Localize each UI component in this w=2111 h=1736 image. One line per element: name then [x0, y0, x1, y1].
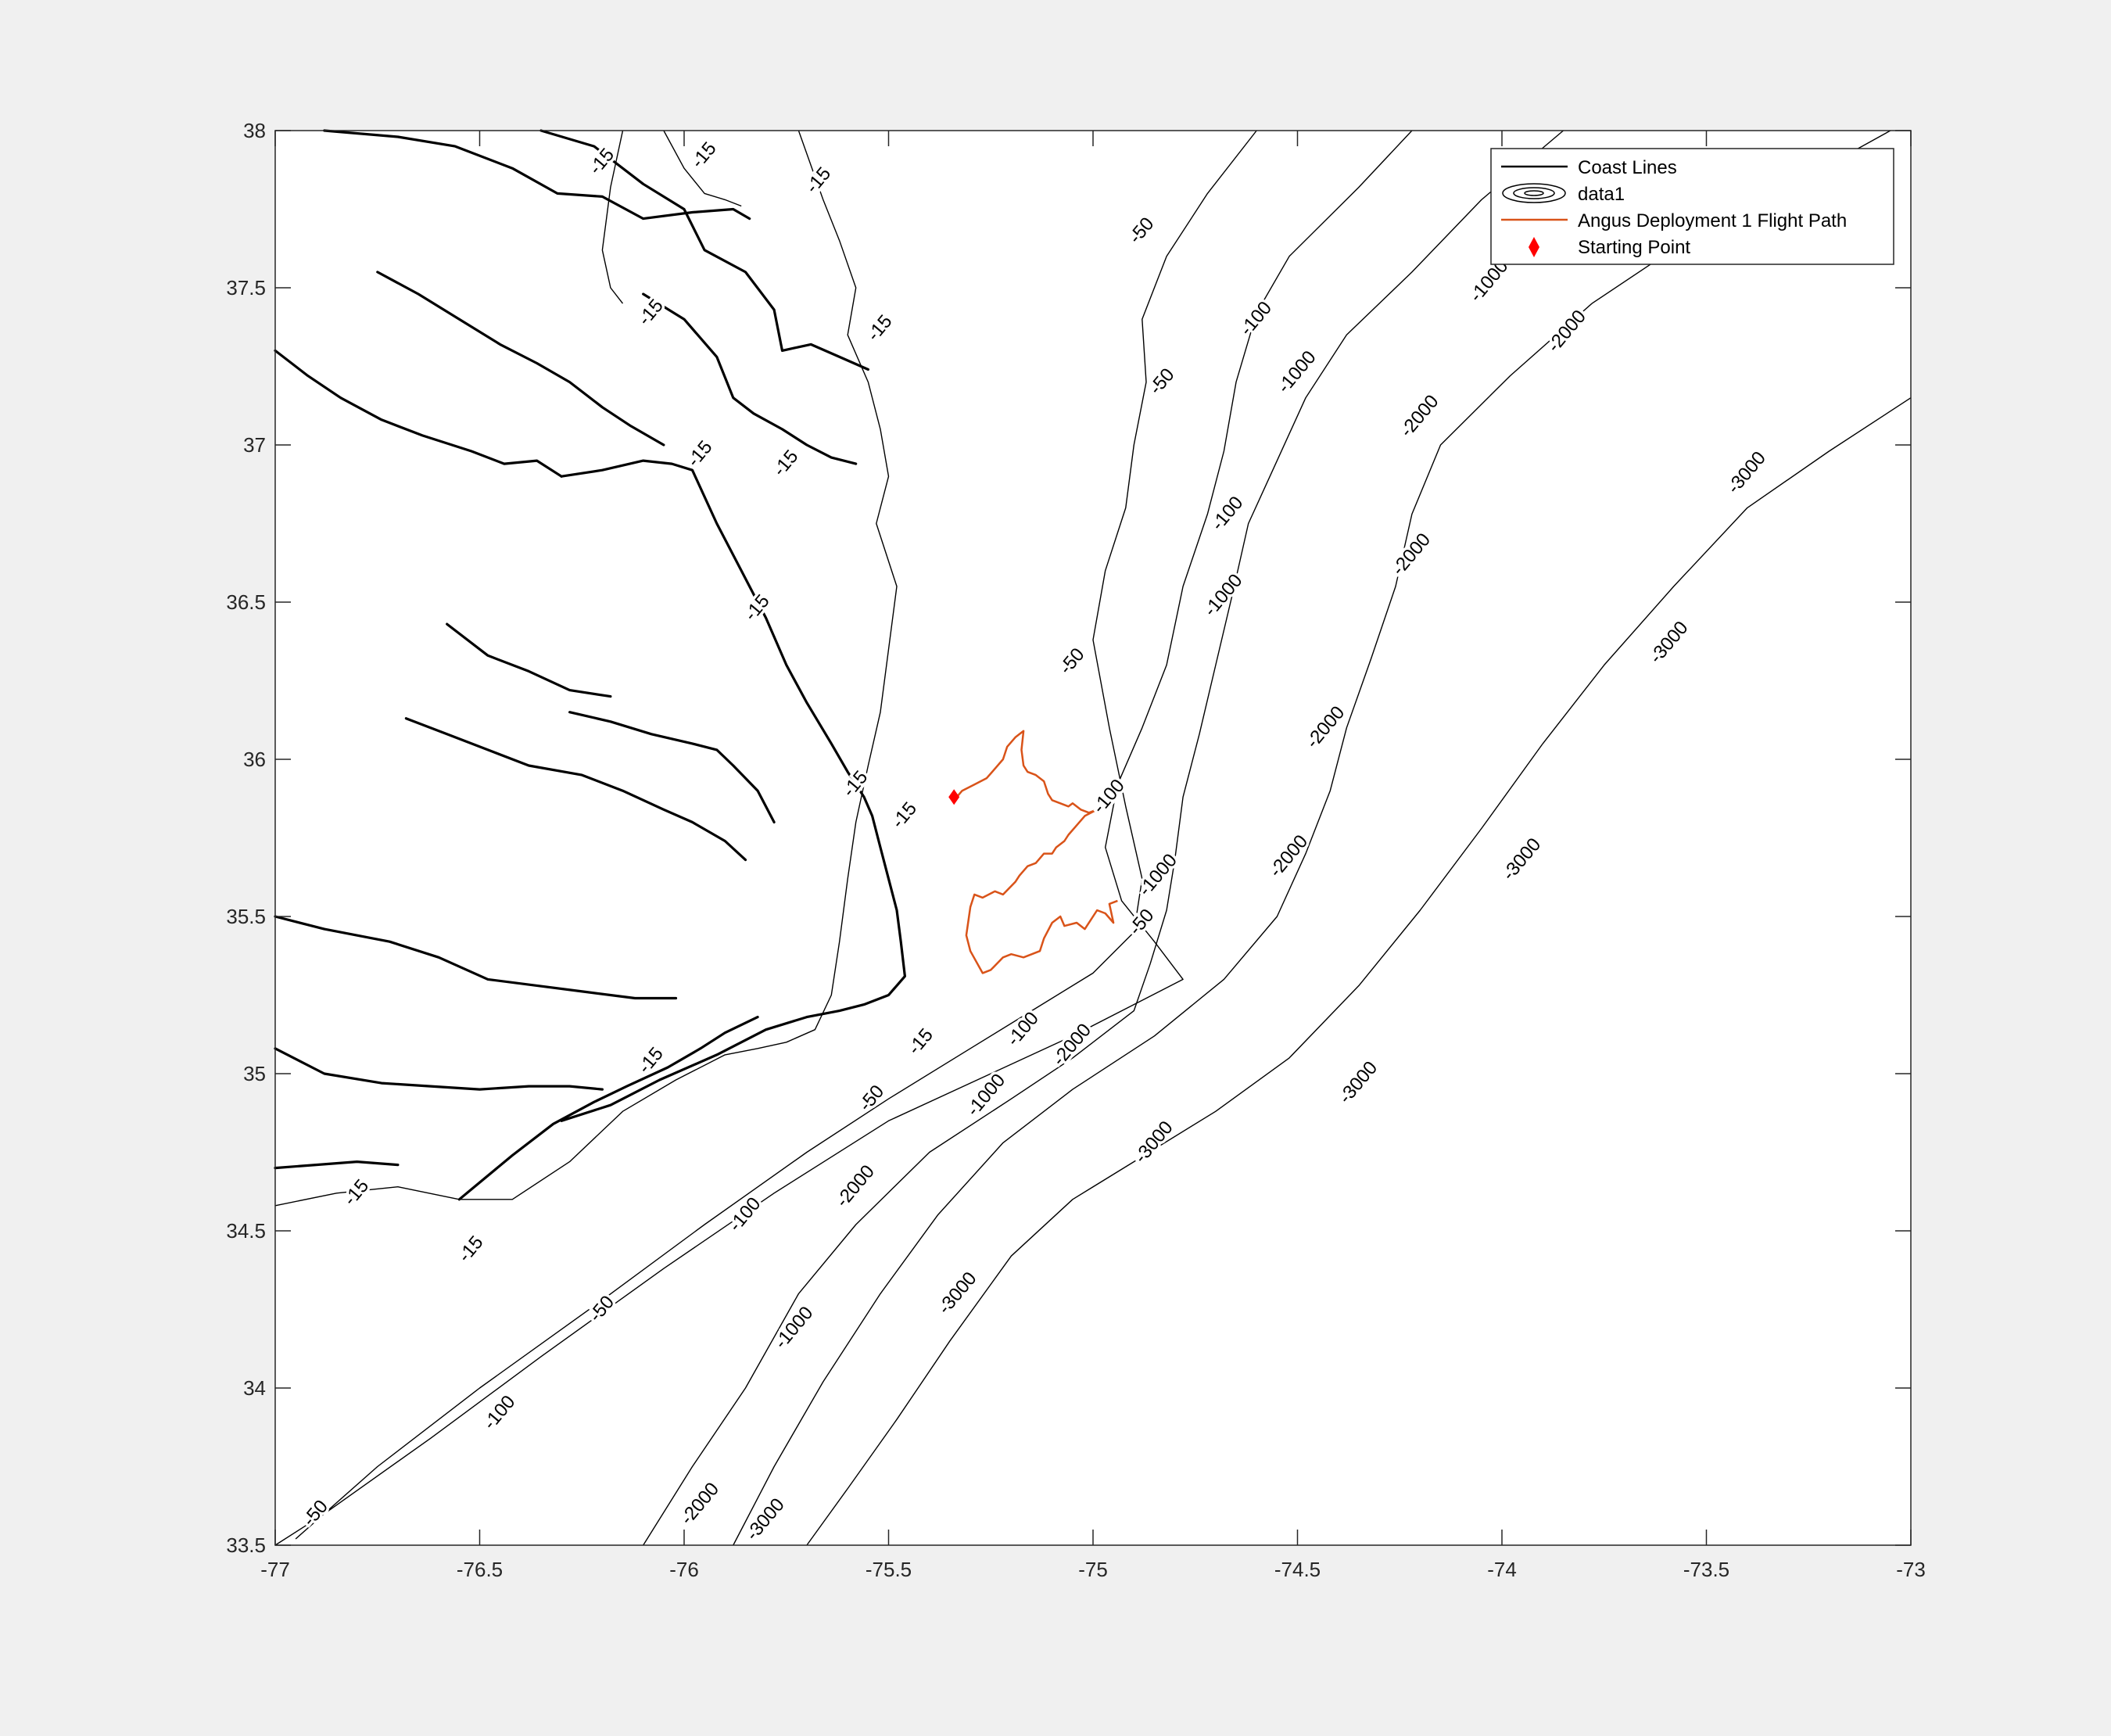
y-tick-label: 36.5 [226, 590, 266, 614]
legend-contour-swatch [1502, 183, 1566, 203]
flight-path-layer [948, 730, 1118, 974]
legend-start-marker [1529, 237, 1539, 257]
y-tick-label: 35 [243, 1062, 266, 1085]
starting-point-marker [948, 789, 960, 805]
contour-line-15 [663, 130, 742, 207]
legend-box [1490, 148, 1894, 265]
contour-line-50 [295, 130, 1257, 1540]
y-tick-label: 34.5 [226, 1219, 266, 1243]
coast-line [323, 129, 751, 221]
y-tick-label: 37 [243, 433, 266, 457]
coast-line [446, 622, 612, 698]
y-tick-label: 35.5 [226, 905, 266, 928]
x-tick-label: -73 [1896, 1558, 1926, 1581]
legend-flight-label: Angus Deployment 1 Flight Path [1578, 210, 1847, 231]
contour-line-2000 [733, 130, 1891, 1546]
x-tick-label: -75.5 [866, 1558, 912, 1581]
y-tick-label: 34 [243, 1376, 266, 1400]
x-tick-label: -75 [1078, 1558, 1108, 1581]
coast-line [457, 1016, 759, 1201]
contour-line-3000 [806, 397, 1912, 1546]
legend: Coast Lines data1 Angus Deployment 1 Fli… [1490, 148, 1894, 265]
coast-line [274, 915, 678, 1000]
coast-line [560, 459, 906, 1122]
x-tick-label: -77 [260, 1558, 290, 1581]
x-tick-label: -73.5 [1683, 1558, 1729, 1581]
coast-line [376, 271, 665, 447]
coast-line [274, 1160, 400, 1170]
flight-path [953, 730, 1118, 974]
coast-line [539, 129, 869, 371]
legend-coast-label: Coast Lines [1578, 157, 1677, 178]
coast-line [274, 1047, 604, 1091]
y-tick-label: 37.5 [226, 276, 266, 299]
y-tick-label: 36 [243, 748, 266, 771]
legend-contour-label: data1 [1578, 184, 1625, 205]
coast-line [274, 349, 563, 478]
x-tick-label: -76 [669, 1558, 699, 1581]
y-tick-label: 38 [243, 119, 266, 142]
coast-lines [274, 129, 906, 1201]
contour-line-1000 [643, 130, 1564, 1546]
contour-line-100 [274, 130, 1413, 1546]
x-tick-label: -76.5 [457, 1558, 503, 1581]
contour-line-15 [601, 130, 624, 304]
coast-line [568, 711, 776, 823]
x-tick-label: -74.5 [1274, 1558, 1321, 1581]
x-tick-label: -74 [1487, 1558, 1517, 1581]
axes-background [275, 131, 1911, 1545]
coast-line [404, 717, 747, 862]
coast-line [642, 292, 858, 465]
legend-start-label: Starting Point [1578, 237, 1690, 258]
y-tick-label: 33.5 [226, 1533, 266, 1557]
axis-ticks: -77 -76.5 -76 -75.5 -75 -74.5 -74 -73.5 -73 33.5 3… [226, 119, 1925, 1581]
